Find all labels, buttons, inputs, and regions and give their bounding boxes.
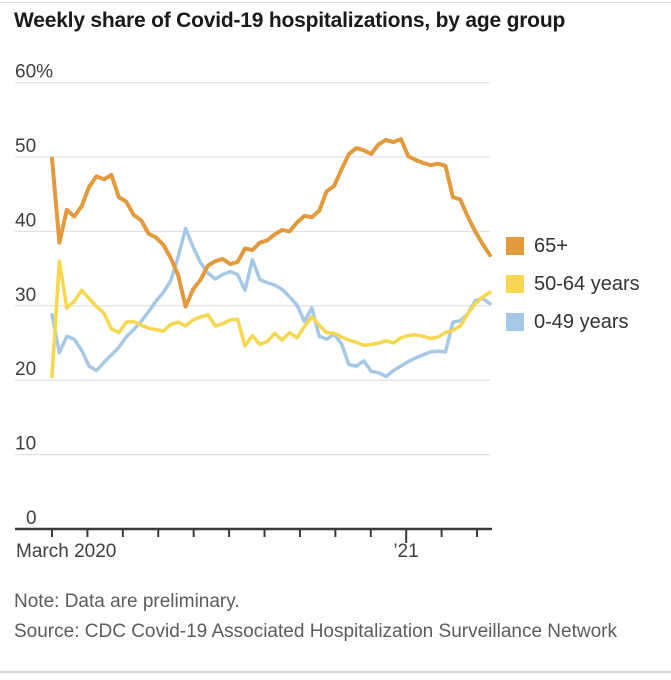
legend-item-0-49: 0-49 years <box>506 310 640 334</box>
axis-layer <box>15 527 492 543</box>
legend-item-50-64: 50-64 years <box>506 272 640 296</box>
legend-swatch-50-64 <box>506 275 524 293</box>
line-chart: 60% 50 40 30 20 10 0 March 2020 ’21 <box>15 62 492 562</box>
y-axis-label-30: 30 <box>15 285 36 306</box>
legend-label-0-49: 0-49 years <box>534 310 629 333</box>
y-axis-label-50: 50 <box>15 136 36 157</box>
x-axis-start-label: March 2020 <box>16 541 116 562</box>
top-divider <box>0 2 671 3</box>
legend-label-65plus: 65+ <box>534 234 568 257</box>
chart-legend: 65+ 50-64 years 0-49 years <box>506 234 640 348</box>
legend-label-50-64: 50-64 years <box>534 272 640 295</box>
y-axis-label-60: 60% <box>15 62 53 83</box>
y-axis-label-20: 20 <box>15 359 36 380</box>
legend-item-65plus: 65+ <box>506 234 640 258</box>
series-line-65 <box>50 137 492 309</box>
note-text: Note: Data are preliminary. <box>14 591 240 612</box>
series-line-0-49-years <box>50 226 492 379</box>
y-axis-label-0: 0 <box>26 508 37 529</box>
y-axis-label-40: 40 <box>15 210 36 231</box>
series-line-50-64-years <box>50 259 492 379</box>
bottom-divider <box>0 671 671 673</box>
legend-swatch-65plus <box>506 237 524 255</box>
chart-title: Weekly share of Covid-19 hospitalization… <box>14 9 566 32</box>
series-layer <box>50 137 492 379</box>
x-axis-year-label: ’21 <box>393 541 418 562</box>
legend-swatch-0-49 <box>506 313 524 331</box>
source-text: Source: CDC Covid-19 Associated Hospital… <box>14 621 617 642</box>
y-axis-label-10: 10 <box>15 434 36 455</box>
